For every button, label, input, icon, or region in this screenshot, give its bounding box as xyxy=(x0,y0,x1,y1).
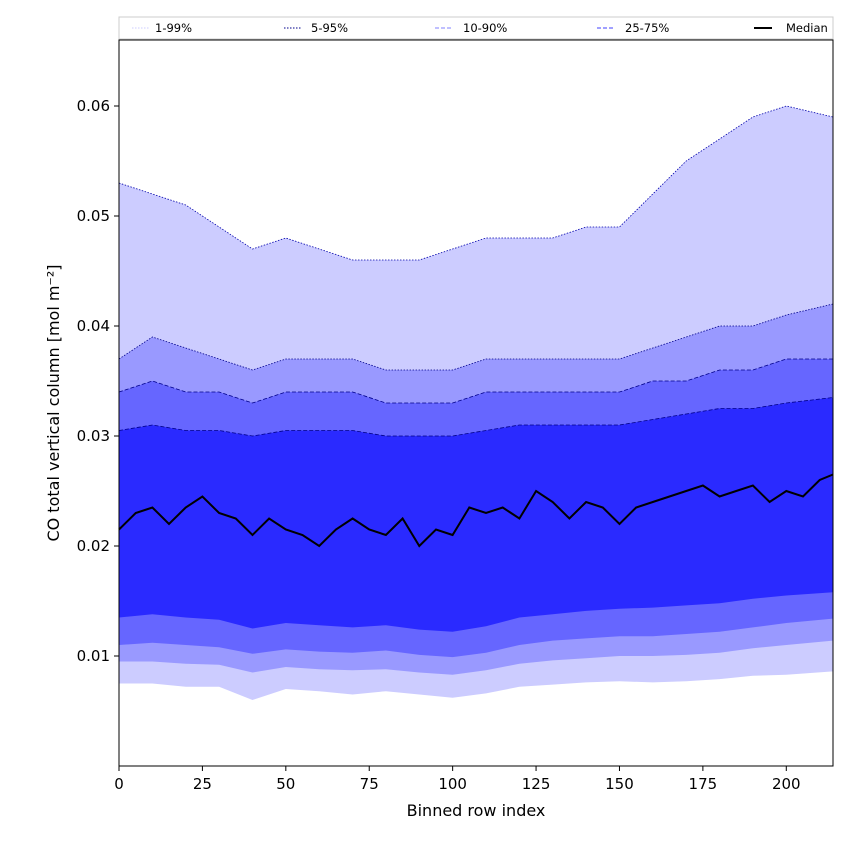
y-tick-label: 0.02 xyxy=(77,537,110,555)
x-tick-label: 200 xyxy=(772,775,801,793)
x-tick-label: 25 xyxy=(193,775,212,793)
band-4-area xyxy=(119,397,833,632)
y-tick-label: 0.01 xyxy=(77,647,110,665)
y-tick-label: 0.03 xyxy=(77,427,110,445)
band-2-upper-edge xyxy=(118,303,834,371)
x-axis-ticks: 0 25 50 75 100 125 150 175 200 xyxy=(114,766,801,793)
legend: 1-99% 5-95% 10-90% 25-75% Median xyxy=(118,16,834,40)
legend-label: 10-90% xyxy=(463,21,507,35)
legend-label: 1-99% xyxy=(155,21,192,35)
y-axis-ticks: 0.01 0.02 0.03 0.04 0.05 0.06 xyxy=(77,97,119,665)
x-tick-label: 75 xyxy=(360,775,379,793)
y-tick-label: 0.04 xyxy=(77,317,110,335)
legend-label: 5-95% xyxy=(311,21,348,35)
legend-label: 25-75% xyxy=(625,21,669,35)
median-line xyxy=(118,473,834,548)
band-1-upper-edge xyxy=(118,105,834,261)
band-3-upper-edge xyxy=(118,358,833,404)
legend-box xyxy=(118,16,834,40)
y-tick-label: 0.05 xyxy=(77,207,110,225)
x-tick-label: 175 xyxy=(689,775,718,793)
x-axis-label: Binned row index xyxy=(407,801,546,820)
x-tick-label: 50 xyxy=(276,775,295,793)
x-tick-label: 0 xyxy=(114,775,124,793)
x-tick-label: 125 xyxy=(522,775,551,793)
legend-label: Median xyxy=(786,21,828,35)
x-tick-label: 150 xyxy=(605,775,634,793)
band-4-upper-edge xyxy=(118,397,834,437)
x-tick-label: 100 xyxy=(438,775,467,793)
y-tick-label: 0.06 xyxy=(77,97,110,115)
plot-frame xyxy=(118,39,834,767)
percentile-bands xyxy=(118,105,834,700)
y-axis-label: CO total vertical column [mol m⁻²] xyxy=(44,264,63,541)
median-series xyxy=(118,473,834,548)
